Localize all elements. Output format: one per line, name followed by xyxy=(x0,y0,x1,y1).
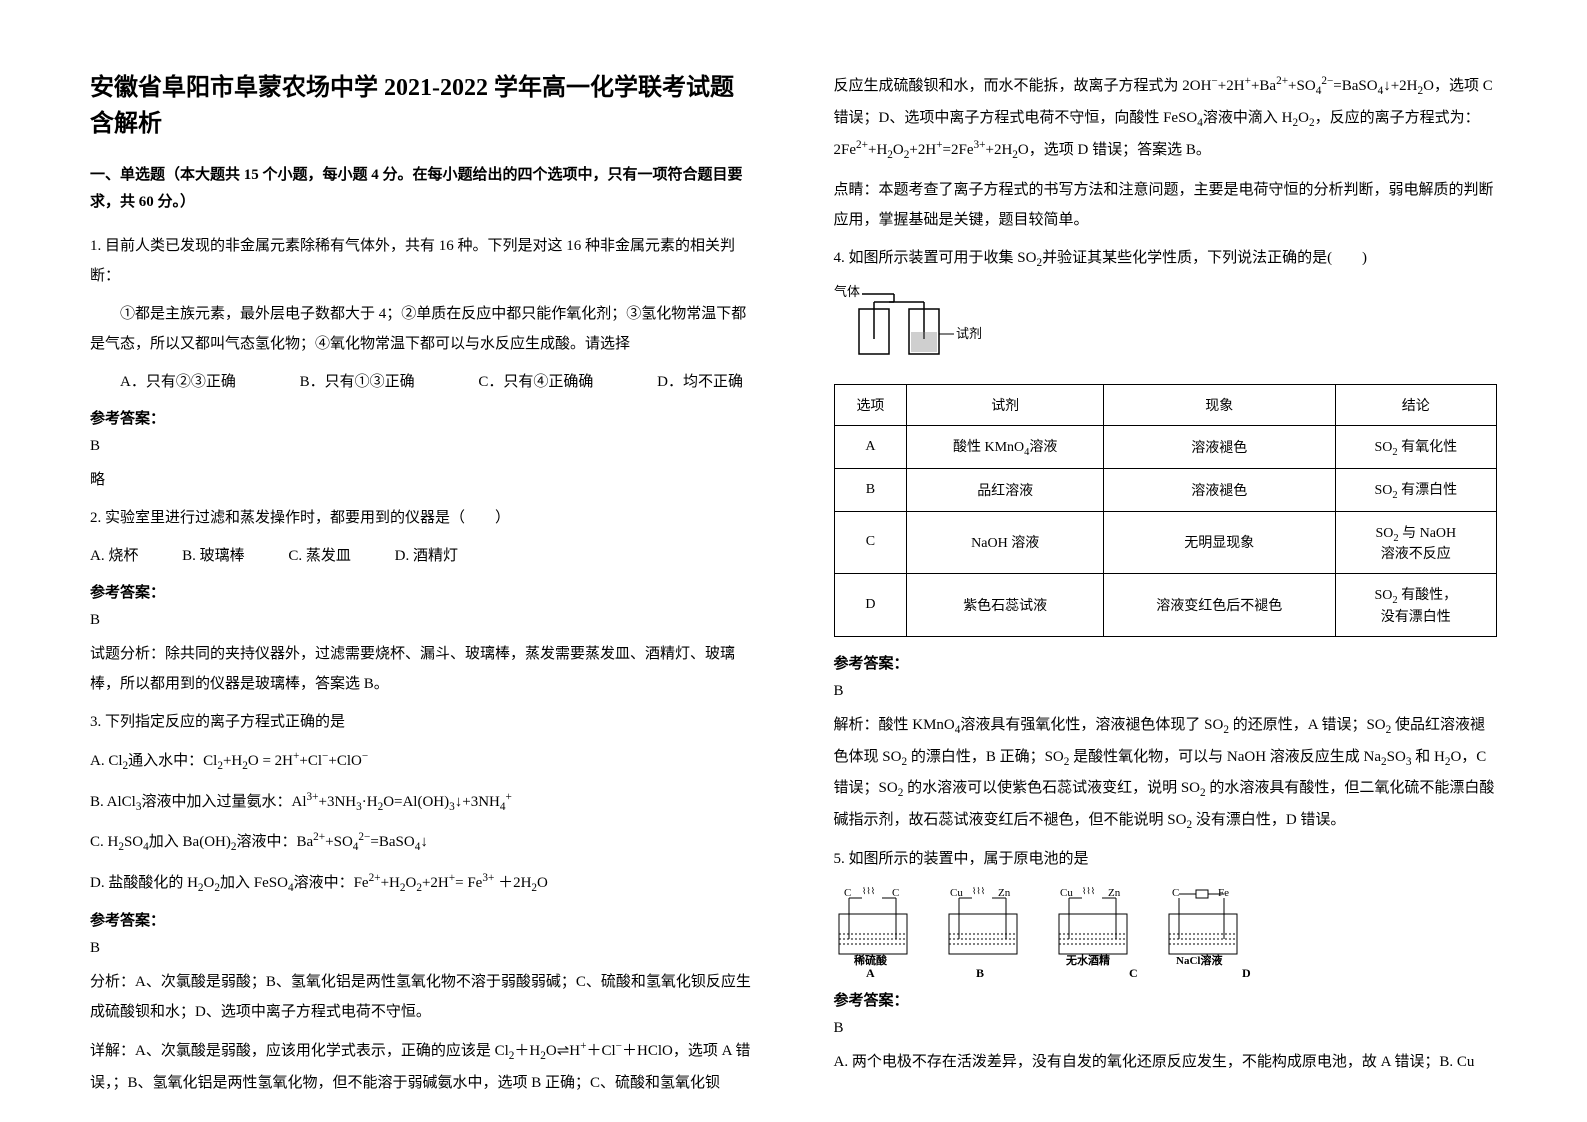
q5-answer-label: 参考答案： xyxy=(834,989,1498,1010)
svg-text:B: B xyxy=(976,966,984,979)
svg-text:⌇⌇⌇: ⌇⌇⌇ xyxy=(1082,886,1095,896)
q3-analysis2: 详解：A、次氯酸是弱酸，应该用化学式表示，正确的应该是 Cl2＋H2O⇌H+＋C… xyxy=(90,1035,754,1098)
q1-optA: A．只有②③正确 xyxy=(120,367,236,397)
q2-analysis: 试题分析：除共同的夹持仪器外，过滤需要烧杯、漏斗、玻璃棒，蒸发需要蒸发皿、酒精灯… xyxy=(90,639,754,699)
q2-optC: C. 蒸发皿 xyxy=(288,541,351,571)
svg-text:⌇⌇⌇: ⌇⌇⌇ xyxy=(862,886,875,896)
cell-C: Cu Zn ⌇⌇⌇ 无水酒精 C xyxy=(1059,886,1138,979)
th-phenom: 现象 xyxy=(1104,385,1336,426)
q1-detail: ①都是主族元素，最外层电子数都大于 4；②单质在反应中都只能作氧化剂；③氢化物常… xyxy=(90,299,754,359)
svg-text:C: C xyxy=(1172,887,1179,899)
svg-text:Cu: Cu xyxy=(1060,887,1073,899)
q4-stem: 4. 如图所示装置可用于收集 SO2并验证其某些化学性质，下列说法正确的是( ) xyxy=(834,243,1498,275)
svg-text:D: D xyxy=(1242,966,1251,979)
q3-answer-label: 参考答案： xyxy=(90,909,754,930)
svg-text:C: C xyxy=(844,887,851,899)
q4-diagram: 气体 试剂 xyxy=(834,284,1498,369)
svg-text:Fe: Fe xyxy=(1218,887,1229,899)
reagent-label: 试剂 xyxy=(956,326,982,341)
q2-answer-label: 参考答案： xyxy=(90,581,754,602)
q3-analysis1: 分析：A、次氯酸是弱酸；B、氢氧化铝是两性氢氧化物不溶于弱酸弱碱；C、硫酸和氢氧… xyxy=(90,967,754,1027)
q3-answer: B xyxy=(90,940,754,957)
q2-optD: D. 酒精灯 xyxy=(395,548,458,564)
svg-text:C: C xyxy=(892,887,899,899)
svg-text:Zn: Zn xyxy=(998,887,1011,899)
q2-stem: 2. 实验室里进行过滤和蒸发操作时，都要用到的仪器是（ ） xyxy=(90,503,754,533)
cell-A: C C ⌇⌇⌇ 稀硫酸 A xyxy=(839,886,907,979)
svg-text:稀硫酸: 稀硫酸 xyxy=(854,953,888,967)
left-column: 安徽省阜阳市阜蒙农场中学 2021-2022 学年高一化学联考试题含解析 一、单… xyxy=(50,70,794,1052)
q1-note: 略 xyxy=(90,465,754,495)
q4-answer-label: 参考答案： xyxy=(834,652,1498,673)
table-row: D 紫色石蕊试液 溶液变红色后不褪色 SO2 有酸性，没有漂白性 xyxy=(834,574,1497,637)
q3-stem: 3. 下列指定反应的离子方程式正确的是 xyxy=(90,707,754,737)
q2-optB: B. 玻璃棒 xyxy=(182,541,245,571)
table-row: C NaOH 溶液 无明显现象 SO2 与 NaOH溶液不反应 xyxy=(834,511,1497,574)
gas-label: 气体 xyxy=(834,284,860,299)
q1-answer-label: 参考答案： xyxy=(90,407,754,428)
q3-optB: B. AlCl3溶液中加入过量氨水：Al3++3NH3·H2O=Al(OH)3↓… xyxy=(90,786,754,819)
th-reagent: 试剂 xyxy=(907,385,1104,426)
table-row: B 品红溶液 溶液褪色 SO2 有漂白性 xyxy=(834,468,1497,511)
section-header: 一、单选题（本大题共 15 个小题，每小题 4 分。在每小题给出的四个选项中，只… xyxy=(90,162,754,216)
th-concl: 结论 xyxy=(1335,385,1496,426)
svg-text:Cu: Cu xyxy=(950,887,963,899)
q3-cont2: 点睛：本题考查了离子方程式的书写方法和注意问题，主要是电荷守恒的分析判断，弱电解… xyxy=(834,175,1498,235)
q2-optA: A. 烧杯 xyxy=(90,541,138,571)
table-header-row: 选项 试剂 现象 结论 xyxy=(834,385,1497,426)
q1-answer: B xyxy=(90,438,754,455)
q1-stem: 1. 目前人类已发现的非金属元素除稀有气体外，共有 16 种。下列是对这 16 … xyxy=(90,231,754,291)
svg-text:⌇⌇⌇: ⌇⌇⌇ xyxy=(972,886,985,896)
q5-answer: B xyxy=(834,1020,1498,1037)
cell-B: Cu Zn ⌇⌇⌇ B xyxy=(949,886,1017,979)
svg-text:无水酒精: 无水酒精 xyxy=(1065,953,1110,967)
q1-optD: D．均不正确 xyxy=(657,374,743,390)
th-opt: 选项 xyxy=(834,385,907,426)
q3-optD: D. 盐酸酸化的 H2O2加入 FeSO4溶液中：Fe2++H2O2+2H+= … xyxy=(90,867,754,900)
q1-optC: C．只有④正确 xyxy=(478,374,578,390)
q3-optC: C. H2SO4加入 Ba(OH)2溶液中：Ba2++SO42−=BaSO4↓ xyxy=(90,826,754,859)
q4-analysis: 解析：酸性 KMnO4溶液具有强氧化性，溶液褪色体现了 SO2 的还原性，A 错… xyxy=(834,710,1498,836)
q4-answer: B xyxy=(834,683,1498,700)
page-title: 安徽省阜阳市阜蒙农场中学 2021-2022 学年高一化学联考试题含解析 xyxy=(90,70,754,142)
q1-optB: B．只有①③正确 xyxy=(300,367,415,397)
q1-options: A．只有②③正确 B．只有①③正确 C．只有④正确确 D．均不正确 xyxy=(90,367,754,397)
svg-text:NaCl溶液: NaCl溶液 xyxy=(1176,953,1223,967)
q5-diagrams: C C ⌇⌇⌇ 稀硫酸 A Cu Zn ⌇⌇⌇ xyxy=(834,884,1498,979)
q2-options: A. 烧杯 B. 玻璃棒 C. 蒸发皿 D. 酒精灯 xyxy=(90,541,754,571)
table-row: A 酸性 KMnO4溶液 溶液褪色 SO2 有氧化性 xyxy=(834,426,1497,469)
q3-optA: A. Cl2通入水中：Cl2+H2O = 2H++Cl−+ClO− xyxy=(90,745,754,778)
q2-answer: B xyxy=(90,612,754,629)
svg-text:A: A xyxy=(866,966,875,979)
svg-text:C: C xyxy=(1129,966,1138,979)
q5-stem: 5. 如图所示的装置中，属于原电池的是 xyxy=(834,844,1498,874)
svg-text:Zn: Zn xyxy=(1108,887,1121,899)
q4-table: 选项 试剂 现象 结论 A 酸性 KMnO4溶液 溶液褪色 SO2 有氧化性 B… xyxy=(834,384,1498,637)
q5-analysis: A. 两个电极不存在活泼差异，没有自发的氧化还原反应发生，不能构成原电池，故 A… xyxy=(834,1047,1498,1077)
cell-D: C Fe NaCl溶液 D xyxy=(1169,887,1251,979)
right-column: 反应生成硫酸钡和水，而水不能拆，故离子方程式为 2OH−+2H++Ba2++SO… xyxy=(794,70,1538,1052)
q3-cont1: 反应生成硫酸钡和水，而水不能拆，故离子方程式为 2OH−+2H++Ba2++SO… xyxy=(834,70,1498,167)
